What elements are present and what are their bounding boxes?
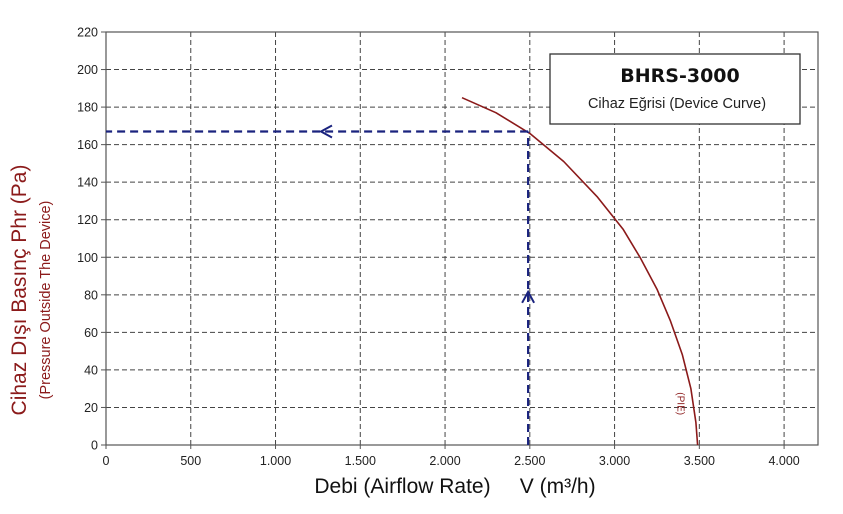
y-tick-label: 180 [77,101,98,115]
x-tick-label: 0 [103,454,110,468]
y-tick-label: 220 [77,26,98,40]
y-tick-label: 200 [77,63,98,77]
chart-legend-box: BHRS-3000 Cihaz Eğrisi (Device Curve) [549,53,801,125]
chart-subtitle: Cihaz Eğrisi (Device Curve) [588,96,766,112]
y-tick-label: 60 [84,326,98,340]
x-tick-label: 500 [180,454,201,468]
x-axis-label: Debi (Airflow Rate) V (m³/h) [314,475,595,498]
y-axis-label: Cihaz Dışı Basınç Phr (Pa) [8,165,31,416]
y-tick-label: 120 [77,213,98,227]
y-tick-label: 100 [77,251,98,265]
x-tick-label: 3.000 [599,454,630,468]
y-axis-ticks: 0 20 40 60 80 100 120 140 160 180 200 220 [77,26,106,453]
curve-label: (PIE) [674,392,685,415]
y-tick-label: 20 [84,401,98,415]
y-axis-sublabel: (Pressure Outside The Device) [38,201,54,400]
y-tick-label: 140 [77,176,98,190]
y-tick-label: 0 [91,439,98,453]
operating-point-guides [106,124,535,445]
up-arrow-icon [521,289,535,304]
x-tick-label: 2.000 [429,454,460,468]
x-tick-label: 2.500 [514,454,545,468]
x-tick-label: 3.500 [684,454,715,468]
x-tick-label: 1.500 [345,454,376,468]
chart-title: BHRS-3000 [620,65,739,87]
x-tick-label: 4.000 [768,454,799,468]
y-tick-label: 80 [84,288,98,302]
plot-frame [105,31,819,446]
y-tick-label: 160 [77,138,98,152]
series-layer: (PIE) [461,96,699,446]
x-tick-label: 1.000 [260,454,291,468]
left-arrow-icon [318,124,333,139]
x-axis-ticks: 0 500 1.000 1.500 2.000 2.500 3.000 3.500 4.000 [103,445,800,468]
device-curve-line [461,96,699,446]
y-tick-label: 40 [84,363,98,377]
